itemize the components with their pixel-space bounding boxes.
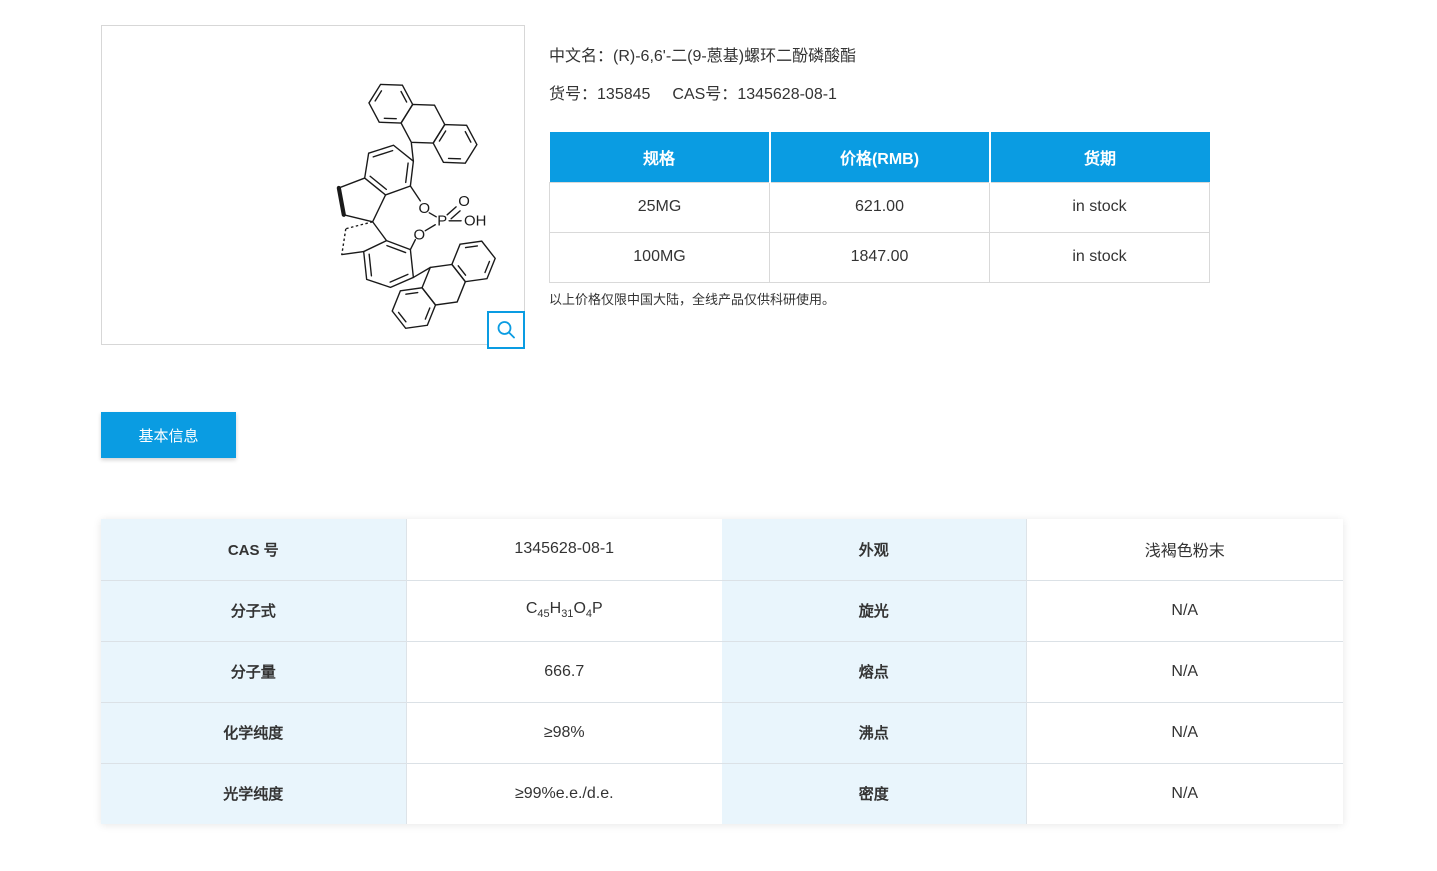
prop-row-formula-rotation: 分子式 C45H31O4P 旋光 N/A — [101, 579, 1343, 641]
stock-cell: in stock — [989, 231, 1210, 283]
product-name-label: 中文名： — [549, 48, 614, 65]
sku-value: 135845 — [597, 86, 651, 103]
atom-label-p: P — [437, 214, 447, 230]
atom-label-o-double: O — [458, 194, 470, 210]
stock-cell: in stock — [989, 181, 1210, 233]
price-header-spec: 规格 — [549, 132, 770, 182]
prop-label-formula: 分子式 — [101, 579, 406, 641]
prop-label-mw: 分子量 — [101, 640, 406, 702]
sku-label: 货号： — [549, 86, 598, 103]
formula-part: O — [573, 600, 586, 618]
zoom-structure-button[interactable] — [487, 311, 525, 349]
price-note: 以上价格仅限中国大陆，全线产品仅供科研使用。 — [549, 292, 836, 307]
formula-part: 31 — [561, 608, 574, 621]
price-row-25mg: 25MG 621.00 in stock — [549, 181, 1210, 233]
prop-value-rotation: N/A — [1025, 579, 1343, 641]
formula-part: H — [549, 600, 562, 618]
tab-basic-info[interactable]: 基本信息 — [101, 412, 236, 458]
atom-label-o-top: O — [419, 201, 431, 217]
price-cell: 621.00 — [769, 181, 990, 233]
price-header-row: 规格 价格(RMB) 货期 — [549, 132, 1210, 182]
magnifier-icon — [497, 321, 515, 339]
prop-value-melting: N/A — [1025, 640, 1343, 702]
anthracene-top — [362, 74, 484, 174]
prop-value-boiling: N/A — [1025, 701, 1343, 763]
product-sku-line: 货号：135845 CAS号：1345628-08-1 — [549, 80, 837, 104]
prop-label-boiling: 沸点 — [722, 701, 1026, 763]
prop-row-mw-melting: 分子量 666.7 熔点 N/A — [101, 640, 1343, 702]
product-name-line: 中文名：(R)-6,6'-二(9-蒽基)螺环二酚磷酸酯 — [549, 42, 856, 66]
structure-image-box: O O P O OH — [101, 25, 525, 349]
formula-part: C — [525, 600, 538, 618]
prop-value-opt-purity: ≥99%e.e./d.e. — [405, 762, 722, 824]
properties-table: CAS 号 1345628-08-1 外观 浅褐色粉末 分子式 C45H31O4… — [101, 519, 1343, 824]
prop-row-opt-purity-density: 光学纯度 ≥99%e.e./d.e. 密度 N/A — [101, 762, 1343, 824]
prop-label-cas: CAS 号 — [101, 519, 406, 580]
molecule-structure-drawing: O O P O OH — [336, 74, 503, 338]
price-table: 规格 价格(RMB) 货期 25MG 621.00 in stock 100MG… — [549, 132, 1210, 283]
cas-label: CAS号： — [672, 86, 738, 103]
prop-row-cas-appearance: CAS 号 1345628-08-1 外观 浅褐色粉末 — [101, 519, 1343, 580]
formula-part: 4 — [585, 608, 593, 621]
prop-label-opt-purity: 光学纯度 — [101, 762, 406, 824]
cas-value: 1345628-08-1 — [737, 86, 837, 103]
prop-value-formula: C45H31O4P — [405, 579, 722, 641]
formula-part: 45 — [537, 608, 550, 621]
price-cell: 1847.00 — [769, 231, 990, 283]
price-row-100mg: 100MG 1847.00 in stock — [549, 231, 1210, 283]
formula-part: P — [592, 600, 603, 618]
prop-value-density: N/A — [1025, 762, 1343, 824]
price-header-leadtime: 货期 — [988, 132, 1210, 182]
anthracene-bottom — [384, 231, 503, 338]
price-header-price: 价格(RMB) — [768, 132, 990, 182]
spec-cell: 100MG — [549, 231, 770, 283]
prop-value-appearance: 浅褐色粉末 — [1025, 519, 1343, 580]
prop-value-chem-purity: ≥98% — [405, 701, 722, 763]
prop-value-mw: 666.7 — [405, 640, 722, 702]
prop-value-cas: 1345628-08-1 — [405, 519, 722, 580]
spec-cell: 25MG — [549, 181, 770, 233]
prop-row-chem-purity-boiling: 化学纯度 ≥98% 沸点 N/A — [101, 701, 1343, 763]
atom-label-oh: OH — [464, 214, 486, 230]
prop-label-appearance: 外观 — [722, 519, 1026, 580]
prop-label-rotation: 旋光 — [722, 579, 1026, 641]
prop-label-density: 密度 — [722, 762, 1026, 824]
prop-label-melting: 熔点 — [722, 640, 1026, 702]
prop-label-chem-purity: 化学纯度 — [101, 701, 406, 763]
product-name: (R)-6,6'-二(9-蒽基)螺环二酚磷酸酯 — [613, 48, 857, 65]
atom-label-o-bottom: O — [414, 228, 426, 244]
